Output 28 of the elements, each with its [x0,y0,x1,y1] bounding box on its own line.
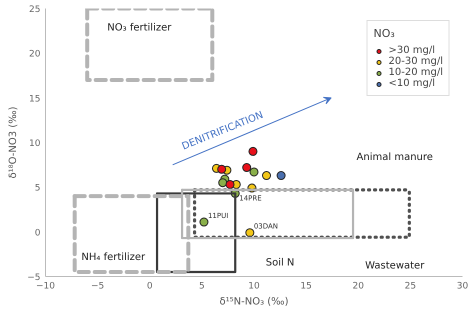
legend-label: 20-30 mg/l [388,56,443,67]
x-tick-label: 30 [456,282,468,292]
y-tick-label: 10 [29,139,41,149]
y-axis-title: δ¹⁸O-NO3 (‰) [8,106,20,179]
x-tick-label: −5 [90,282,104,292]
y-tick-label: 0 [34,228,41,238]
y-tick-label: 5 [34,184,41,194]
legend-label: 10-20 mg/l [388,67,443,78]
x-tick-label: 25 [404,282,416,292]
x-tick-label: 10 [248,282,260,292]
annotation: NH₄ fertilizer [81,252,146,264]
x-tick-label: −10 [36,282,56,292]
annotation: Wastewater [365,260,426,272]
y-tick-label: 25 [29,5,40,15]
y-tick-label: −5 [27,273,41,283]
x-tick-label: 20 [352,282,364,292]
x-axis-title: δ¹⁵N-NO₃ (‰) [220,296,289,308]
legend-title: NO₃ [374,27,396,40]
annotation: Animal manure [356,152,433,164]
x-tick-label: 5 [199,282,205,292]
y-tick-label: 15 [29,94,40,104]
annotation: NO₃ fertilizer [107,22,172,34]
y-tick-label: 20 [29,50,41,60]
legend-label: >30 mg/l [388,45,436,56]
annotation: Soil N [266,258,294,269]
x-tick-label: 15 [300,282,312,292]
x-tick-label: 0 [146,282,153,292]
legend-label: <10 mg/l [388,78,436,89]
